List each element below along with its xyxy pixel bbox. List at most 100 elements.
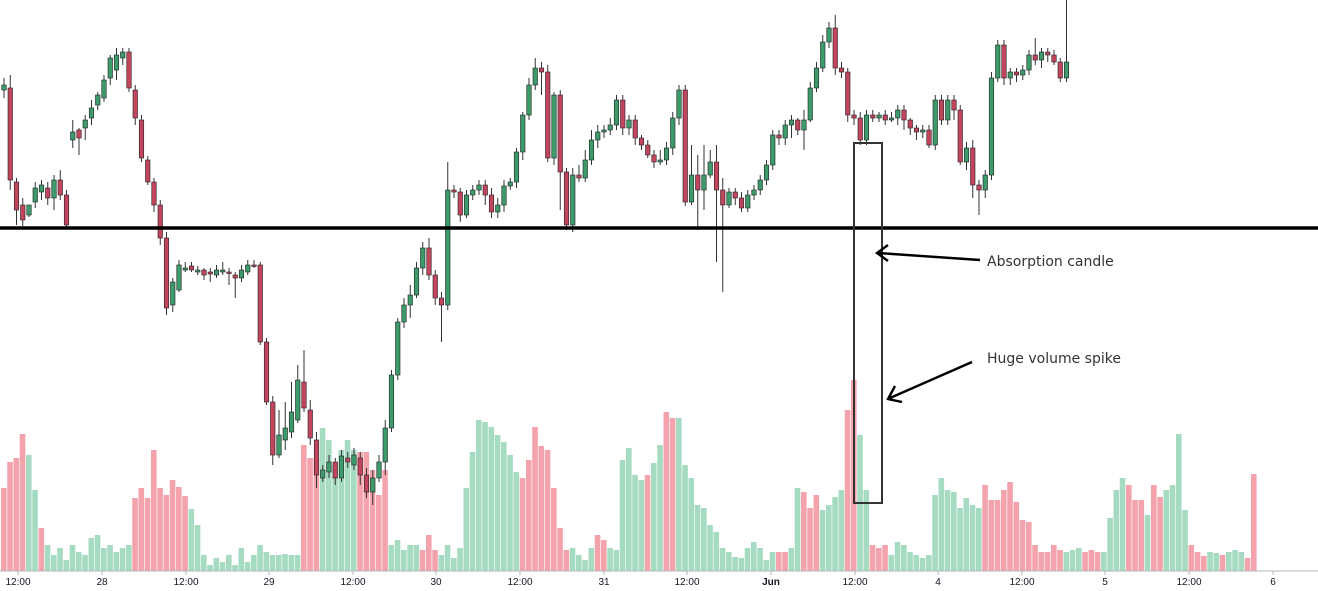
candle <box>682 85 688 206</box>
candle-body <box>620 99 626 129</box>
candle <box>651 150 657 168</box>
candle-body <box>907 119 913 129</box>
volume-bar <box>588 548 595 571</box>
volume-bar <box>1151 485 1157 571</box>
volume-bar <box>538 446 545 571</box>
candle-body <box>770 134 776 166</box>
volume-bar <box>188 509 195 571</box>
candle-body <box>438 297 445 306</box>
candle-body <box>176 264 182 291</box>
candle-body <box>532 67 538 86</box>
candle <box>695 155 701 230</box>
candle <box>132 85 138 125</box>
candle <box>626 115 632 135</box>
volume-bar <box>626 448 632 571</box>
candle <box>676 85 682 125</box>
volume-bar <box>1069 550 1076 571</box>
candle-body <box>7 87 13 181</box>
candle-body <box>145 159 151 183</box>
candle-body <box>870 114 876 119</box>
volume-bar <box>607 548 613 571</box>
candle <box>1007 68 1013 85</box>
candle <box>813 62 820 92</box>
candle-body <box>551 94 557 159</box>
volume-bar <box>144 498 151 571</box>
candle <box>595 125 601 148</box>
candle <box>76 128 82 155</box>
candle <box>95 92 101 110</box>
candle <box>1057 58 1063 82</box>
volume-bar <box>638 480 645 571</box>
volume-bar <box>582 560 588 571</box>
candle-body <box>263 341 270 403</box>
candle <box>838 62 845 78</box>
candle-body <box>220 269 226 273</box>
candle-body <box>82 119 88 129</box>
candle-body <box>426 247 432 276</box>
candle-body <box>26 204 32 216</box>
candle-body <box>495 204 501 213</box>
volume-bar <box>938 478 945 571</box>
volume-bar <box>1251 474 1257 571</box>
candle <box>438 292 445 342</box>
candle <box>488 188 495 218</box>
candle <box>213 265 220 278</box>
candle <box>720 178 726 292</box>
candle-body <box>738 197 745 209</box>
candle <box>857 112 863 145</box>
volume-bar <box>169 480 176 571</box>
candle-body <box>238 269 245 279</box>
x-tick-label: 12:00 <box>674 577 699 588</box>
candle-body <box>1045 51 1051 56</box>
candle <box>763 160 770 185</box>
candle-body <box>138 119 145 159</box>
volume-bar <box>94 535 101 571</box>
candle-body <box>307 409 313 439</box>
candle <box>32 182 38 208</box>
candle <box>882 110 888 125</box>
volume-bar <box>869 545 876 571</box>
candle <box>151 178 157 212</box>
candle-body <box>888 117 895 121</box>
volume-bar <box>569 548 576 571</box>
candle-body <box>245 264 251 273</box>
candle-body <box>395 321 401 376</box>
candle <box>826 22 832 48</box>
x-tick-label: 6 <box>1270 577 1276 588</box>
x-tick-label: 28 <box>96 577 108 588</box>
volume-bar <box>313 458 320 571</box>
candle <box>707 150 713 178</box>
volume-bar <box>776 552 782 571</box>
volume-bar <box>276 555 282 571</box>
candle-body <box>982 174 988 191</box>
volume-bar <box>963 498 970 571</box>
candle-body <box>1020 69 1026 76</box>
candle <box>145 156 151 185</box>
candle-body <box>726 191 732 206</box>
candle <box>1032 38 1038 65</box>
candle <box>620 95 626 135</box>
candle-body <box>51 179 57 199</box>
volume-bar <box>1082 552 1088 571</box>
candle <box>220 262 226 275</box>
candle-body <box>713 161 720 191</box>
volume-bar <box>682 465 688 571</box>
candle-body <box>751 189 757 196</box>
candle <box>520 112 526 160</box>
candle-body <box>63 194 70 226</box>
candle-body <box>813 67 820 89</box>
volume-bar <box>363 452 370 571</box>
volume-bar <box>1051 545 1057 571</box>
candle-body <box>470 189 476 196</box>
volume-bar <box>119 548 126 571</box>
candle-body <box>313 439 320 476</box>
volume-bar <box>532 427 538 571</box>
volume-bar <box>351 450 357 571</box>
volume-bar <box>213 558 220 571</box>
candle-body <box>920 129 926 133</box>
candle <box>913 125 920 140</box>
candle-body <box>545 71 551 159</box>
candle-body <box>988 77 995 176</box>
volume-bar <box>307 458 313 571</box>
volume-bar <box>238 548 245 571</box>
